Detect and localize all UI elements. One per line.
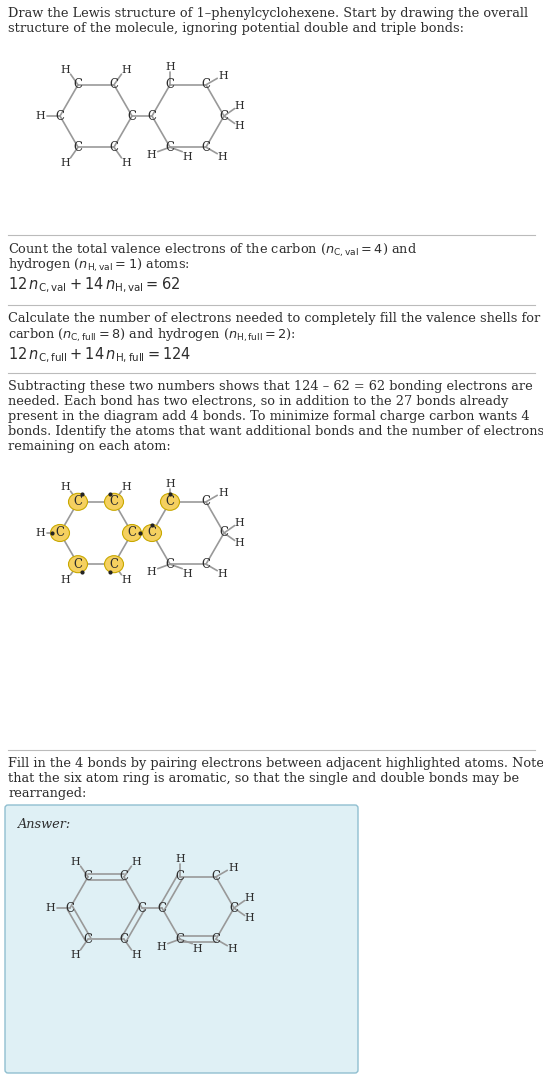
Text: H: H [217, 151, 227, 162]
Text: Answer:: Answer: [18, 818, 71, 831]
Text: C: C [55, 526, 65, 540]
Text: C: C [55, 109, 65, 122]
Text: C: C [212, 933, 220, 946]
Text: C: C [128, 109, 136, 122]
Text: H: H [122, 482, 131, 492]
Text: H: H [35, 528, 45, 538]
Ellipse shape [104, 556, 123, 572]
Text: H: H [131, 949, 141, 960]
Text: H: H [245, 914, 255, 923]
Text: H: H [182, 151, 192, 162]
Text: H: H [122, 65, 131, 76]
Text: C: C [201, 140, 211, 153]
Text: structure of the molecule, ignoring potential double and triple bonds:: structure of the molecule, ignoring pote… [8, 22, 464, 35]
Text: Draw the Lewis structure of 1–phenylcyclohexene. Start by drawing the overall: Draw the Lewis structure of 1–phenylcycl… [8, 6, 528, 21]
Text: C: C [73, 140, 83, 153]
Text: H: H [192, 944, 202, 954]
Text: Fill in the 4 bonds by pairing electrons between adjacent highlighted atoms. Not: Fill in the 4 bonds by pairing electrons… [8, 757, 543, 770]
Text: C: C [219, 526, 229, 540]
Ellipse shape [68, 556, 87, 572]
Text: H: H [235, 121, 244, 132]
Text: Count the total valence electrons of the carbon ($n_{\mathrm{C,val}} = 4$) and: Count the total valence electrons of the… [8, 242, 417, 259]
Text: C: C [230, 902, 238, 915]
Text: C: C [84, 870, 92, 883]
Text: H: H [122, 575, 131, 585]
Text: C: C [212, 870, 220, 883]
Text: H: H [218, 488, 228, 498]
Text: C: C [175, 933, 185, 946]
Text: H: H [146, 567, 156, 577]
Ellipse shape [161, 494, 180, 511]
Text: $12\,n_{\mathrm{C,full}} + 14\,n_{\mathrm{H,full}} = 124$: $12\,n_{\mathrm{C,full}} + 14\,n_{\mathr… [8, 346, 191, 365]
Text: C: C [201, 496, 211, 509]
Text: H: H [45, 903, 55, 913]
Text: H: H [218, 71, 228, 81]
Text: C: C [137, 902, 147, 915]
Text: H: H [229, 863, 238, 874]
Ellipse shape [142, 525, 161, 541]
Text: needed. Each bond has two electrons, so in addition to the 27 bonds already: needed. Each bond has two electrons, so … [8, 395, 508, 408]
Text: H: H [245, 892, 255, 903]
Text: C: C [201, 557, 211, 570]
Ellipse shape [104, 494, 123, 511]
Text: H: H [61, 65, 71, 76]
Text: H: H [156, 942, 166, 951]
Text: H: H [235, 539, 244, 549]
Text: rearranged:: rearranged: [8, 787, 86, 800]
Text: H: H [61, 158, 71, 167]
Text: bonds. Identify the atoms that want additional bonds and the number of electrons: bonds. Identify the atoms that want addi… [8, 426, 543, 438]
Text: C: C [110, 79, 118, 92]
Text: H: H [71, 949, 80, 960]
Text: H: H [175, 854, 185, 864]
Ellipse shape [50, 525, 70, 541]
Text: H: H [131, 858, 141, 867]
Text: Calculate the number of electrons needed to completely fill the valence shells f: Calculate the number of electrons needed… [8, 312, 540, 325]
Text: C: C [110, 140, 118, 153]
Text: C: C [166, 79, 174, 92]
FancyBboxPatch shape [5, 805, 358, 1074]
Text: C: C [157, 902, 167, 915]
Text: C: C [219, 109, 229, 122]
Text: H: H [61, 482, 71, 492]
Text: C: C [110, 496, 118, 509]
Text: C: C [166, 140, 174, 153]
Text: H: H [165, 478, 175, 489]
Text: C: C [175, 870, 185, 883]
Text: C: C [201, 79, 211, 92]
Text: H: H [235, 517, 244, 527]
Ellipse shape [68, 494, 87, 511]
Text: H: H [71, 858, 80, 867]
Text: C: C [166, 557, 174, 570]
Text: C: C [119, 933, 129, 946]
Text: $12\,n_{\mathrm{C,val}} + 14\,n_{\mathrm{H,val}} = 62$: $12\,n_{\mathrm{C,val}} + 14\,n_{\mathrm… [8, 276, 180, 295]
Text: Subtracting these two numbers shows that 124 – 62 = 62 bonding electrons are: Subtracting these two numbers shows that… [8, 380, 533, 393]
Text: C: C [66, 902, 74, 915]
Text: H: H [61, 575, 71, 585]
Text: C: C [119, 870, 129, 883]
Text: C: C [166, 496, 174, 509]
Text: C: C [128, 526, 136, 540]
Text: H: H [165, 62, 175, 72]
Text: C: C [73, 557, 83, 570]
Text: H: H [146, 150, 156, 160]
Text: carbon ($n_{\mathrm{C,full}} = 8$) and hydrogen ($n_{\mathrm{H,full}} = 2$):: carbon ($n_{\mathrm{C,full}} = 8$) and h… [8, 327, 296, 345]
Text: that the six atom ring is aromatic, so that the single and double bonds may be: that the six atom ring is aromatic, so t… [8, 772, 519, 785]
Text: present in the diagram add 4 bonds. To minimize formal charge carbon wants 4: present in the diagram add 4 bonds. To m… [8, 410, 529, 423]
Text: H: H [217, 569, 227, 579]
Text: hydrogen ($n_{\mathrm{H,val}} = 1$) atoms:: hydrogen ($n_{\mathrm{H,val}} = 1$) atom… [8, 257, 190, 274]
Text: H: H [182, 569, 192, 579]
Text: C: C [73, 79, 83, 92]
Text: C: C [148, 109, 156, 122]
Text: H: H [122, 158, 131, 167]
Text: C: C [73, 496, 83, 509]
Text: remaining on each atom:: remaining on each atom: [8, 440, 171, 453]
Text: H: H [228, 944, 237, 954]
Text: C: C [84, 933, 92, 946]
Ellipse shape [123, 525, 142, 541]
Text: H: H [235, 100, 244, 110]
Text: C: C [148, 526, 156, 540]
Text: H: H [35, 111, 45, 121]
Text: C: C [110, 557, 118, 570]
